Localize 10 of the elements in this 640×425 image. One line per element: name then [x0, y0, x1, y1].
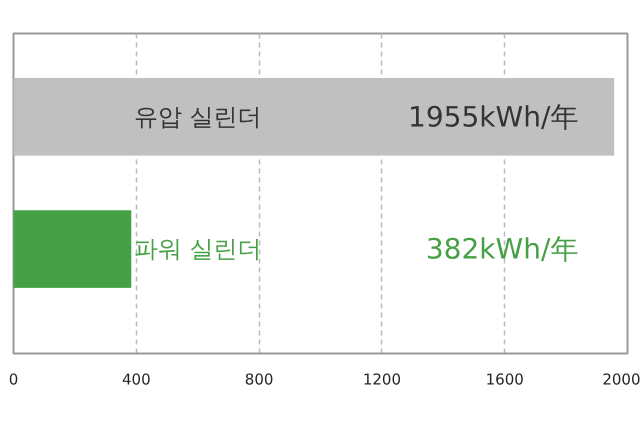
- x-tick-label: 0: [8, 370, 18, 388]
- x-tick-label: 1200: [362, 370, 401, 388]
- x-tick-label: 800: [244, 370, 274, 388]
- x-tick-label: 1600: [486, 370, 524, 388]
- data-label: 382kWh/年: [426, 232, 578, 266]
- x-tick-label: 2000: [602, 370, 640, 388]
- x-tick-label: 400: [122, 370, 151, 388]
- y-tick-label: 유압 실린더: [134, 102, 262, 131]
- data-label: 1955kWh/年: [408, 100, 578, 134]
- y-tick-label: 파워 실린더: [134, 235, 262, 264]
